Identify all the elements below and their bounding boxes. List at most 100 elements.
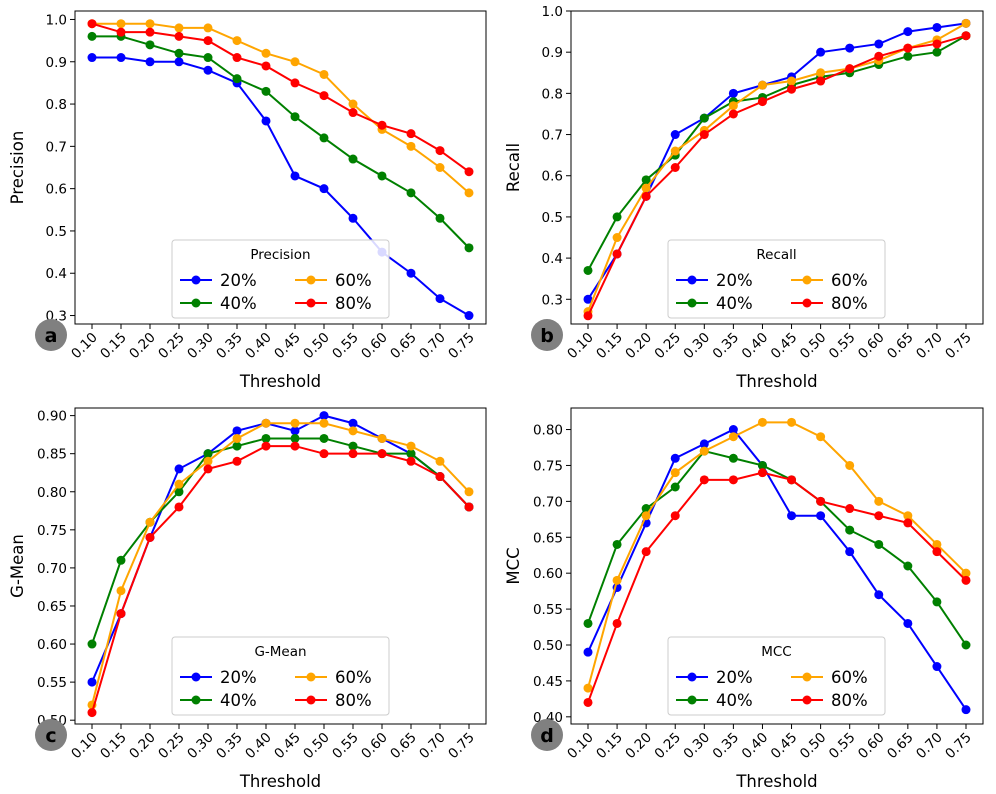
x-tick-label: 0.25	[155, 730, 188, 763]
data-point	[87, 53, 97, 63]
data-point	[757, 417, 767, 427]
data-point	[203, 36, 213, 46]
data-point	[845, 547, 855, 557]
panel-badge	[35, 719, 67, 751]
data-point	[699, 439, 709, 449]
data-point	[435, 146, 445, 156]
data-point	[348, 426, 358, 436]
data-point	[816, 496, 826, 506]
data-point	[757, 80, 767, 90]
data-point	[348, 418, 358, 428]
data-point	[116, 586, 126, 596]
data-point	[348, 154, 358, 164]
data-point	[932, 547, 942, 557]
x-tick-label: 0.20	[622, 330, 655, 363]
data-point	[290, 171, 300, 181]
y-tick-label: 1.0	[542, 4, 563, 20]
y-tick-label: 0.75	[533, 458, 563, 474]
data-point	[261, 441, 271, 451]
data-point	[116, 27, 126, 37]
data-point	[290, 441, 300, 451]
data-point	[406, 268, 416, 278]
y-tick-label: 0.85	[37, 447, 67, 463]
legend: G-Mean 20% 60% 40% 80%	[171, 636, 390, 716]
data-point	[261, 61, 271, 71]
chart-panel-c: 0.500.550.600.650.700.750.800.850.900.10…	[8, 407, 487, 791]
data-point	[670, 453, 680, 463]
legend-swatch-marker	[191, 275, 201, 285]
y-tick-label: 0.90	[37, 409, 67, 425]
data-point	[816, 432, 826, 442]
data-point	[319, 133, 329, 143]
data-point	[203, 53, 213, 63]
legend-box	[667, 239, 886, 319]
y-tick-label: 0.70	[533, 494, 563, 510]
legend-entry-label: 60%	[831, 271, 868, 290]
x-tick-label: 0.75	[445, 730, 478, 763]
x-tick-label: 0.25	[155, 330, 188, 363]
y-tick-label: 1.0	[46, 12, 67, 28]
legend-swatch-marker	[191, 298, 201, 308]
series-line-20pct	[91, 414, 470, 683]
data-point	[261, 433, 271, 443]
data-point	[145, 517, 155, 527]
series-line-20pct	[92, 56, 470, 317]
data-point	[816, 47, 826, 57]
series-line-40pct	[587, 449, 967, 646]
x-tick-label: 0.15	[97, 730, 130, 763]
data-point	[787, 475, 797, 485]
legend-swatch-marker	[687, 275, 697, 285]
x-tick-label: 0.25	[651, 330, 684, 363]
plot-area-frame	[570, 10, 984, 325]
x-tick-label: 0.65	[884, 730, 917, 763]
data-point	[583, 618, 593, 628]
x-axis-label: Threshold	[239, 372, 321, 391]
data-point	[787, 511, 797, 521]
data-point	[406, 188, 416, 198]
x-tick-label: 0.20	[622, 730, 655, 763]
y-tick-label: 0.4	[46, 266, 67, 282]
data-point	[87, 708, 97, 718]
legend-entry-label: 40%	[220, 294, 257, 313]
data-point	[903, 51, 913, 61]
x-tick-label: 0.35	[710, 330, 743, 363]
data-point	[348, 99, 358, 109]
data-point	[377, 433, 387, 443]
data-point	[203, 456, 213, 466]
data-point	[932, 47, 942, 57]
y-axis-label: Recall	[504, 143, 523, 192]
x-tick-label: 0.60	[855, 330, 888, 363]
y-tick-label: 0.60	[533, 566, 563, 582]
data-point	[232, 36, 242, 46]
data-point	[612, 233, 622, 243]
data-point	[845, 460, 855, 470]
x-tick-label: 0.55	[329, 730, 362, 763]
x-tick-label: 0.30	[681, 730, 714, 763]
data-point	[932, 22, 942, 32]
data-point	[612, 575, 622, 585]
data-point	[757, 97, 767, 107]
data-point	[583, 697, 593, 707]
data-point	[203, 23, 213, 33]
x-tick-label: 0.35	[710, 730, 743, 763]
legend-title: MCC	[761, 644, 792, 660]
data-point	[583, 294, 593, 304]
data-point	[874, 39, 884, 49]
data-point	[290, 418, 300, 428]
legend-swatch-marker	[306, 672, 316, 682]
data-point	[406, 456, 416, 466]
x-tick-label: 0.55	[826, 330, 859, 363]
data-point	[670, 146, 680, 156]
series-line-60pct	[92, 22, 470, 194]
data-point	[261, 418, 271, 428]
x-tick-label: 0.50	[797, 730, 830, 763]
data-point	[699, 130, 709, 140]
data-point	[612, 539, 622, 549]
x-tick-label: 0.10	[564, 330, 597, 363]
data-point	[319, 91, 329, 101]
data-point	[464, 487, 474, 497]
data-point	[116, 53, 126, 63]
x-tick-label: 0.30	[681, 330, 714, 363]
x-tick-label: 0.45	[271, 330, 304, 363]
data-point	[874, 590, 884, 600]
